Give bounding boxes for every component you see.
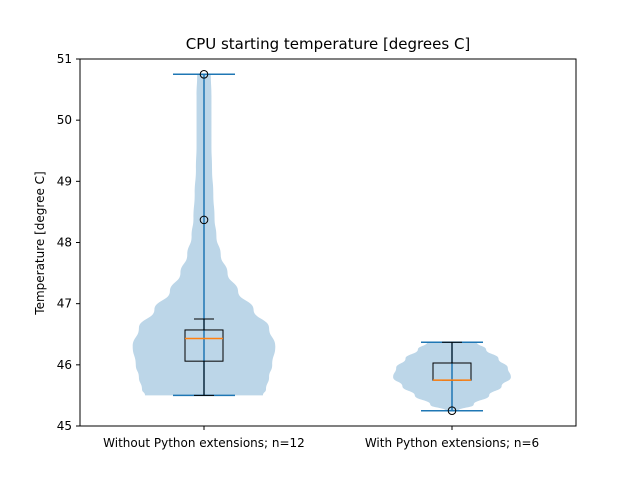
y-axis-label: Temperature [degree C] xyxy=(33,171,47,315)
box-outlier-point xyxy=(199,215,209,225)
y-tick-label: 51 xyxy=(57,52,72,66)
y-tick-label: 45 xyxy=(57,419,72,433)
y-tick-label: 46 xyxy=(57,358,72,372)
axes-frame xyxy=(79,58,577,427)
y-tick-label: 49 xyxy=(57,174,72,188)
x-tick-label: With Python extensions; n=6 xyxy=(365,436,539,450)
box-outlier-point xyxy=(199,69,209,79)
y-tick-label: 47 xyxy=(57,297,72,311)
plot-area: 45 46 47 48 49 50 51 Without Python extensions;… xyxy=(57,52,539,450)
chart-title: CPU starting temperature [degrees C] xyxy=(186,35,471,53)
box-iqr xyxy=(184,329,224,362)
box-outlier-point xyxy=(447,406,457,416)
y-tick-label: 48 xyxy=(57,236,72,250)
x-tick-label: Without Python extensions; n=12 xyxy=(103,436,305,450)
y-tick-label: 50 xyxy=(57,113,72,127)
